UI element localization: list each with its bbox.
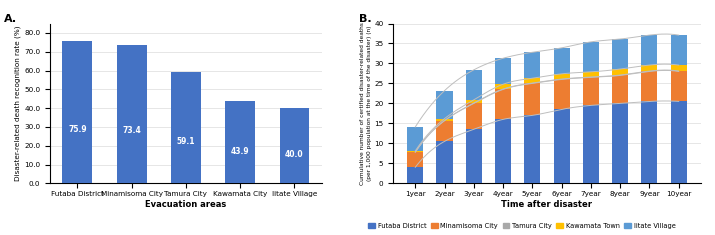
Bar xyxy=(553,109,570,183)
Bar xyxy=(671,35,686,65)
Bar xyxy=(524,83,541,115)
Bar xyxy=(612,39,628,69)
Bar xyxy=(612,69,628,75)
Bar xyxy=(553,48,570,74)
Text: 75.9: 75.9 xyxy=(68,125,87,133)
Bar xyxy=(641,101,658,183)
Bar xyxy=(524,115,541,183)
Bar xyxy=(641,35,658,65)
Bar xyxy=(641,71,658,101)
Bar xyxy=(612,103,628,183)
Bar xyxy=(225,101,255,183)
Bar xyxy=(465,100,482,103)
Bar xyxy=(583,77,599,105)
Legend: Futaba District, Minamisoma City, Tamura City, Kawamata Town, Iitate Village: Futaba District, Minamisoma City, Tamura… xyxy=(365,220,679,232)
Bar xyxy=(583,42,599,72)
Bar xyxy=(671,71,686,101)
Bar xyxy=(465,103,482,129)
Bar xyxy=(465,70,482,100)
Bar xyxy=(408,151,423,152)
Y-axis label: Disaster-related death recognition rate (%): Disaster-related death recognition rate … xyxy=(15,26,21,181)
Bar xyxy=(171,72,201,183)
X-axis label: Evacuation areas: Evacuation areas xyxy=(145,200,227,209)
Bar xyxy=(495,89,511,119)
Text: 59.1: 59.1 xyxy=(177,137,195,145)
Text: 73.4: 73.4 xyxy=(122,126,141,135)
Bar xyxy=(553,74,570,79)
Bar xyxy=(408,167,423,183)
Bar xyxy=(436,119,453,121)
Text: A.: A. xyxy=(4,14,17,24)
Bar xyxy=(583,105,599,183)
Y-axis label: Cumulative number of certified disaster-related deaths
(per 1,000 population at : Cumulative number of certified disaster-… xyxy=(360,22,372,185)
Bar xyxy=(436,91,453,119)
Bar xyxy=(612,75,628,103)
Bar xyxy=(436,121,453,141)
Bar xyxy=(465,129,482,183)
Bar xyxy=(280,108,310,183)
Bar xyxy=(495,84,511,89)
Bar xyxy=(408,152,423,167)
Bar xyxy=(524,52,541,78)
Text: B.: B. xyxy=(360,14,372,24)
Bar xyxy=(495,58,511,84)
Bar xyxy=(671,65,686,71)
Bar xyxy=(553,79,570,109)
Bar xyxy=(62,41,92,183)
Text: 43.9: 43.9 xyxy=(231,147,250,157)
Bar xyxy=(408,127,423,151)
Bar xyxy=(117,45,147,183)
Bar xyxy=(583,72,599,77)
Text: 40.0: 40.0 xyxy=(285,150,304,159)
Bar xyxy=(495,119,511,183)
Bar xyxy=(436,141,453,183)
Bar xyxy=(524,78,541,83)
X-axis label: Time after disaster: Time after disaster xyxy=(501,200,593,209)
Bar xyxy=(641,65,658,71)
Bar xyxy=(671,101,686,183)
